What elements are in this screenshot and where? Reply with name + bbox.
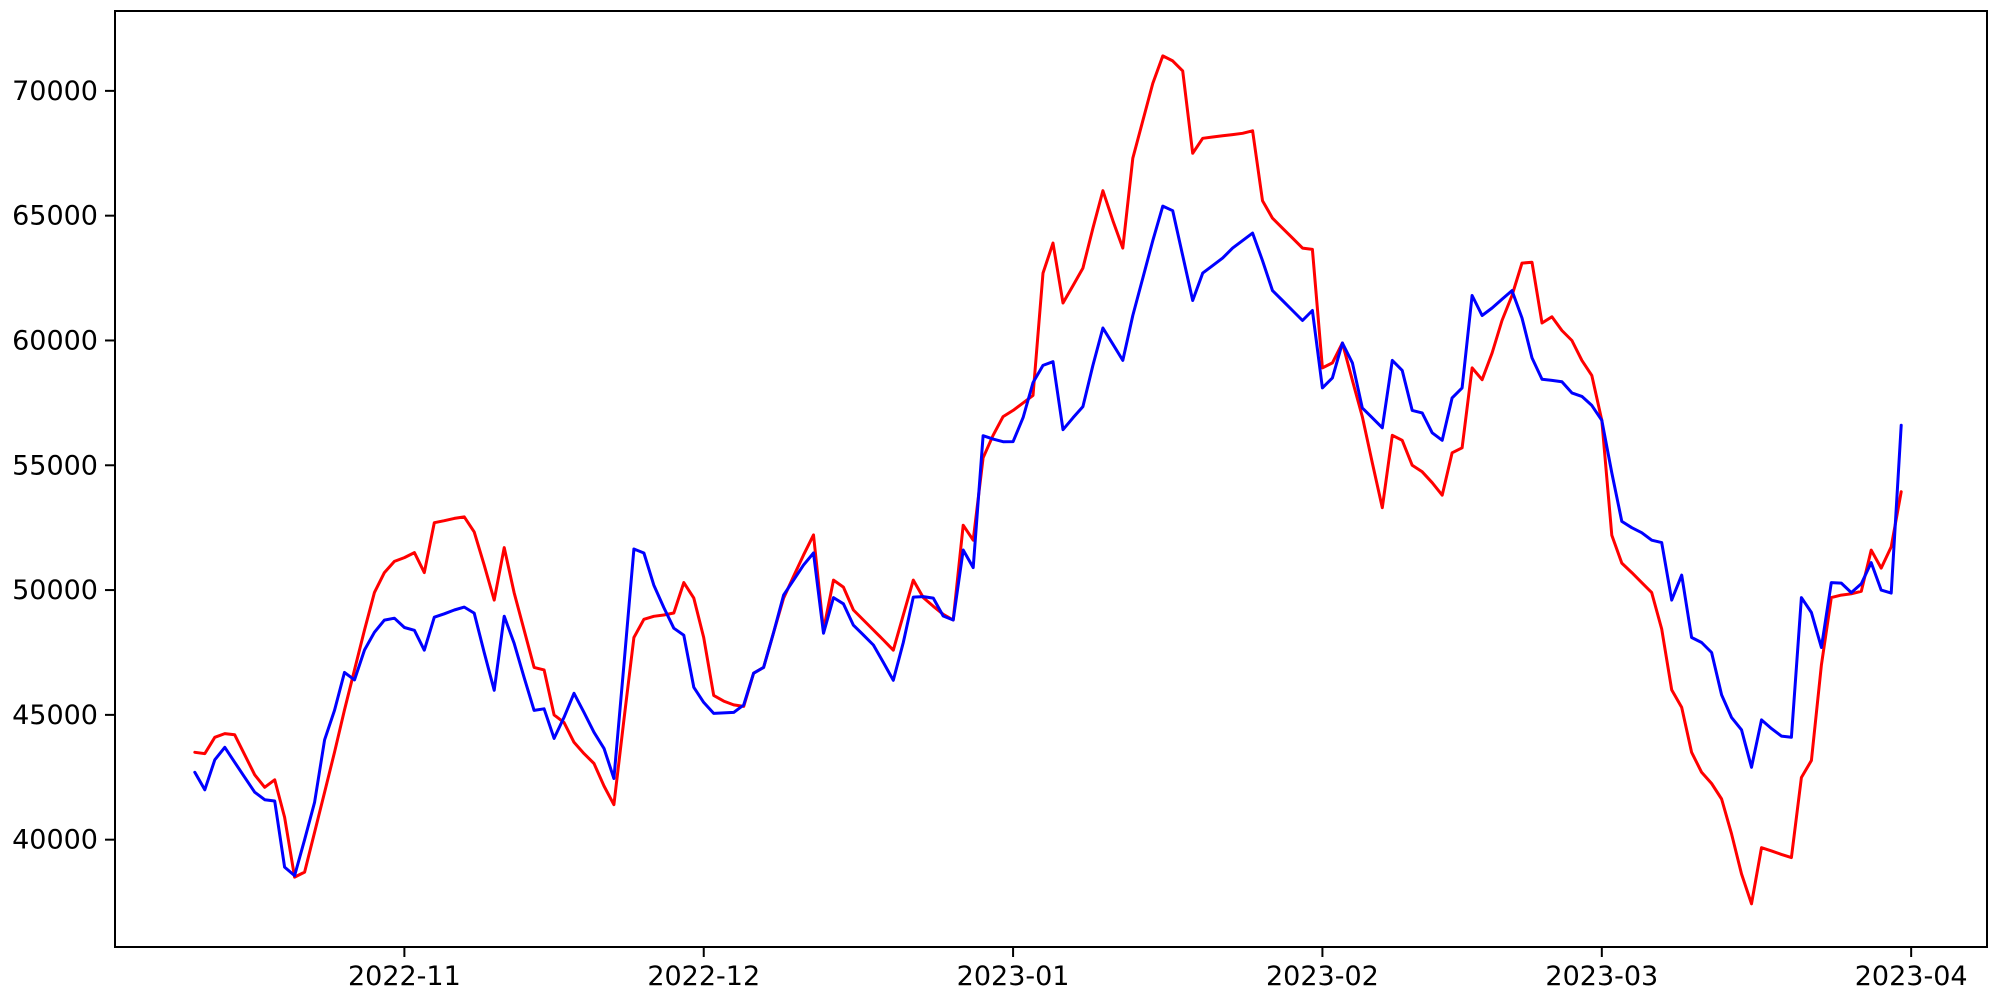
- plot-area-border: [114, 10, 1988, 948]
- y-tick-label: 45000: [12, 700, 98, 731]
- y-tick-label: 60000: [12, 325, 98, 356]
- y-tick-label: 70000: [12, 76, 98, 107]
- y-tick-label: 50000: [12, 575, 98, 606]
- x-tick-label: 2023-03: [1545, 961, 1658, 992]
- x-tick-label: 2022-12: [647, 961, 760, 992]
- red-series-line: [193, 54, 1903, 906]
- y-tick-label: 40000: [12, 825, 98, 856]
- y-axis: 40000 45000 50000 55000 60000 65000 70000: [12, 76, 115, 856]
- y-tick-label: 55000: [12, 450, 98, 481]
- x-tick-label: 2022-11: [348, 961, 461, 992]
- blue-series-line: [193, 204, 1903, 878]
- x-tick-label: 2023-02: [1266, 961, 1379, 992]
- y-tick-label: 65000: [12, 201, 98, 232]
- x-tick-label: 2023-04: [1855, 961, 1968, 992]
- x-axis: 2022-11 2022-12 2023-01 2023-02 2023-03 2023-…: [348, 947, 1968, 992]
- x-tick-label: 2023-01: [957, 961, 1070, 992]
